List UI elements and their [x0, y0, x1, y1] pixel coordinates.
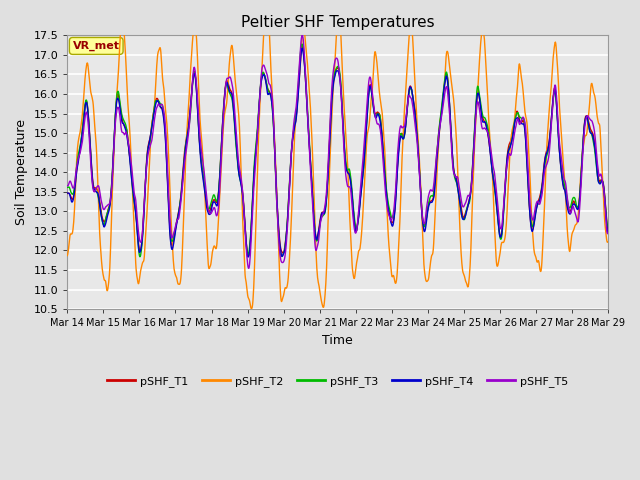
Legend: pSHF_T1, pSHF_T2, pSHF_T3, pSHF_T4, pSHF_T5: pSHF_T1, pSHF_T2, pSHF_T3, pSHF_T4, pSHF…	[102, 372, 573, 391]
pSHF_T3	[184, 129, 192, 135]
Title: Peltier SHF Temperatures: Peltier SHF Temperatures	[241, 15, 435, 30]
pSHF_T3	[298, 41, 306, 47]
Line: pSHF_T5: pSHF_T5	[67, 35, 608, 268]
pSHF_T2	[63, 252, 71, 258]
pSHF_T3	[63, 184, 71, 190]
pSHF_T2	[171, 268, 179, 274]
pSHF_T5	[541, 169, 548, 175]
pSHF_T1	[171, 233, 179, 239]
pSHF_T2	[541, 203, 548, 208]
pSHF_T4	[63, 190, 71, 196]
pSHF_T3	[604, 223, 612, 229]
pSHF_T3	[244, 252, 252, 258]
pSHF_T5	[171, 228, 179, 234]
pSHF_T1	[298, 43, 306, 49]
pSHF_T2	[493, 262, 500, 268]
pSHF_T3	[422, 216, 430, 222]
pSHF_T5	[604, 231, 612, 237]
Line: pSHF_T4: pSHF_T4	[67, 48, 608, 257]
pSHF_T1	[63, 191, 71, 196]
Line: pSHF_T3: pSHF_T3	[67, 44, 608, 257]
pSHF_T1	[184, 128, 191, 134]
pSHF_T4	[298, 45, 306, 51]
X-axis label: Time: Time	[323, 334, 353, 347]
pSHF_T4	[244, 254, 252, 260]
pSHF_T5	[244, 264, 252, 270]
pSHF_T1	[604, 227, 612, 232]
pSHF_T5	[493, 192, 500, 197]
pSHF_T4	[244, 254, 252, 260]
pSHF_T1	[493, 202, 500, 208]
Text: VR_met: VR_met	[73, 41, 120, 51]
pSHF_T2	[184, 119, 191, 124]
pSHF_T1	[541, 158, 548, 164]
pSHF_T4	[171, 236, 179, 241]
pSHF_T3	[171, 229, 179, 235]
Line: pSHF_T1: pSHF_T1	[67, 46, 608, 256]
pSHF_T5	[298, 32, 306, 38]
pSHF_T2	[604, 239, 612, 245]
Line: pSHF_T2: pSHF_T2	[67, 0, 608, 309]
Y-axis label: Soil Temperature: Soil Temperature	[15, 119, 28, 225]
pSHF_T5	[184, 138, 191, 144]
pSHF_T4	[541, 160, 548, 166]
pSHF_T1	[422, 217, 430, 223]
pSHF_T4	[604, 230, 612, 236]
pSHF_T1	[244, 253, 252, 259]
pSHF_T1	[244, 253, 252, 259]
pSHF_T5	[422, 209, 430, 215]
pSHF_T5	[63, 183, 71, 189]
pSHF_T3	[136, 254, 144, 260]
pSHF_T2	[244, 294, 252, 300]
pSHF_T2	[248, 306, 255, 312]
pSHF_T5	[245, 265, 253, 271]
pSHF_T4	[422, 221, 430, 227]
pSHF_T3	[541, 163, 548, 169]
pSHF_T4	[493, 205, 500, 211]
pSHF_T2	[422, 278, 430, 284]
pSHF_T3	[493, 205, 500, 211]
pSHF_T4	[184, 132, 191, 137]
